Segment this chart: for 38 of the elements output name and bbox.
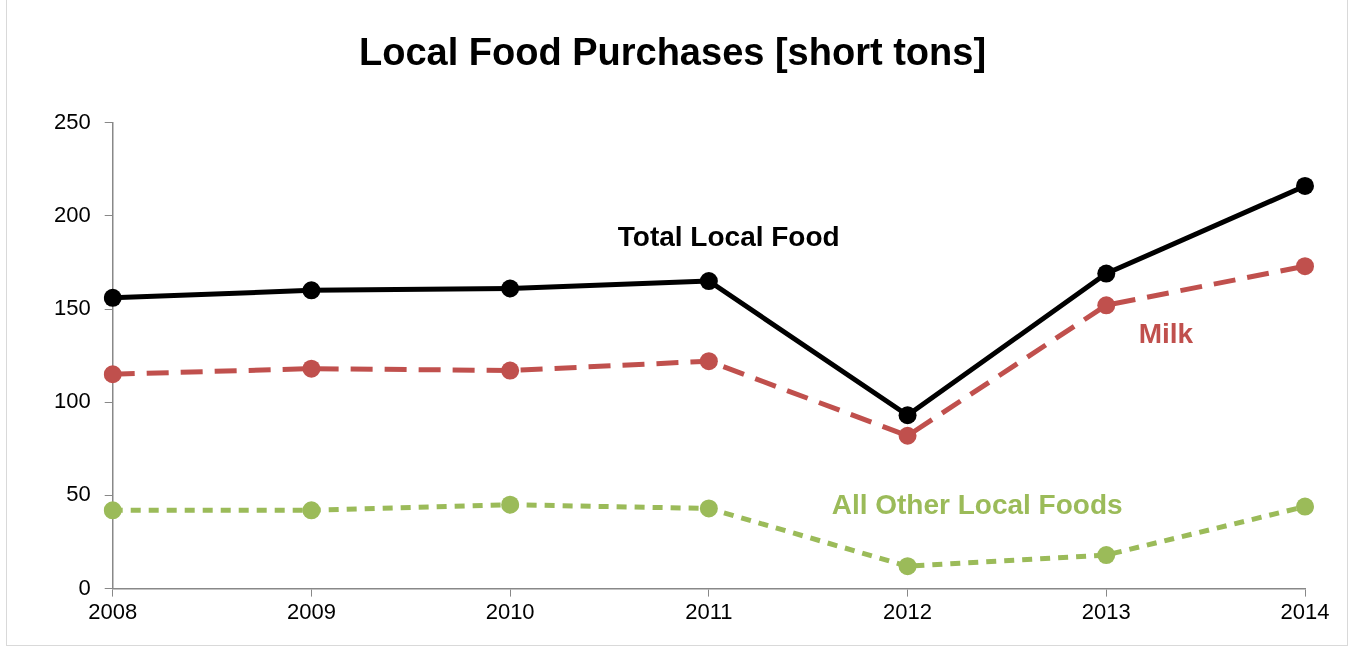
x-tick-label: 2009 (286, 598, 336, 624)
point (501, 361, 520, 380)
point (1296, 497, 1314, 516)
point (898, 557, 917, 576)
point (501, 279, 520, 298)
point (103, 365, 122, 384)
point (898, 406, 917, 425)
y-tick-label: 100 (53, 388, 91, 414)
y-tick-label: 50 (66, 481, 91, 507)
x-tick-label: 2012 (883, 598, 933, 624)
y-tick-label: 200 (53, 201, 91, 227)
point (898, 426, 917, 445)
point (1097, 296, 1116, 315)
point (302, 281, 321, 300)
series-label: All Other Local Foods (831, 489, 1123, 521)
series-label: Milk (1138, 318, 1194, 350)
x-tick-label: 2008 (88, 598, 138, 624)
point (1296, 176, 1314, 195)
point (1097, 264, 1116, 283)
point (1296, 257, 1314, 276)
point (302, 501, 321, 520)
point (1097, 546, 1116, 565)
point (699, 499, 718, 518)
x-tick-label: 2011 (685, 598, 733, 624)
point (699, 272, 718, 291)
x-tick-label: 2010 (485, 598, 535, 624)
point (699, 352, 718, 371)
point (103, 501, 122, 520)
y-tick-label: 150 (53, 295, 91, 321)
chart-title: Local Food Purchases [short tons] (358, 31, 987, 74)
point (302, 359, 321, 378)
x-tick-label: 2013 (1081, 598, 1131, 624)
x-tick-label: 2014 (1280, 598, 1330, 624)
point (103, 288, 122, 307)
series-label: Total Local Food (617, 221, 840, 253)
point (501, 495, 520, 514)
y-tick-label: 250 (53, 108, 91, 134)
y-tick-label: 0 (78, 574, 91, 600)
